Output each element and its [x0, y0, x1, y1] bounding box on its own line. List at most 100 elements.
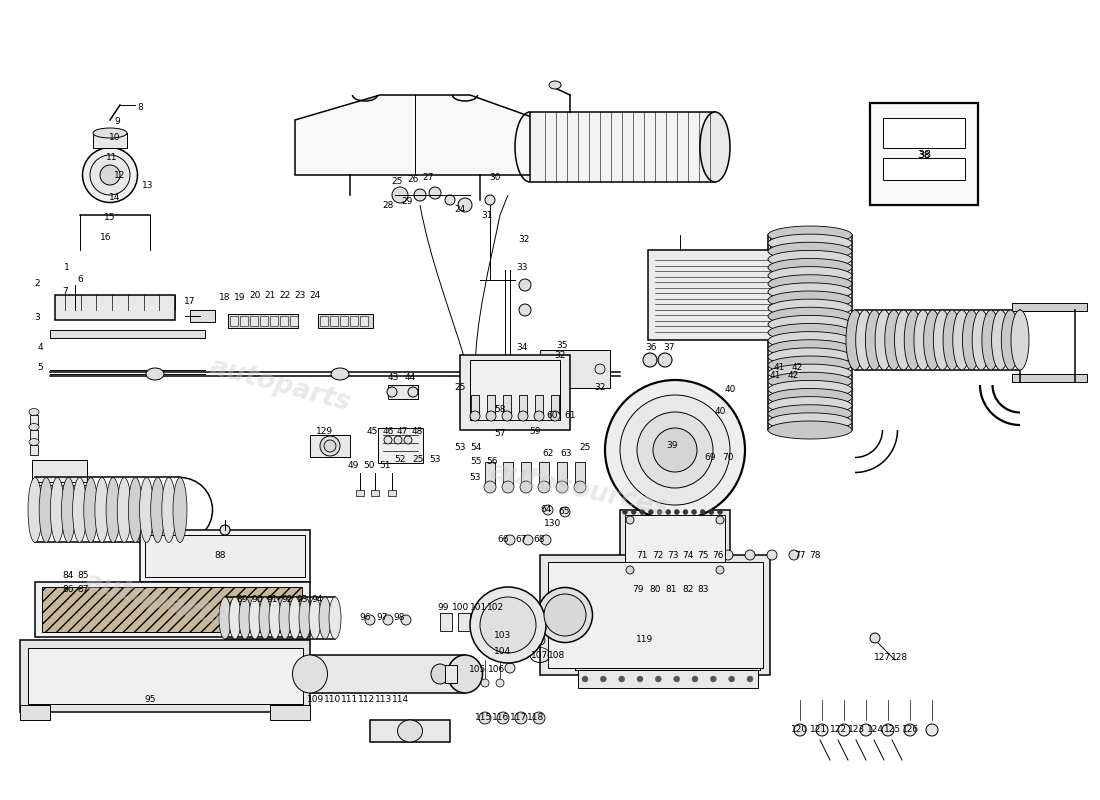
- Bar: [460, 355, 570, 430]
- Bar: [503, 462, 513, 484]
- Text: 1: 1: [64, 263, 70, 273]
- Text: 113: 113: [375, 695, 393, 705]
- Ellipse shape: [239, 597, 251, 639]
- Circle shape: [623, 510, 627, 514]
- Text: 26: 26: [407, 175, 419, 185]
- Text: 106: 106: [488, 666, 506, 674]
- Text: 118: 118: [527, 714, 544, 722]
- Ellipse shape: [151, 478, 165, 542]
- Circle shape: [502, 481, 514, 493]
- Circle shape: [644, 353, 657, 367]
- Text: 25: 25: [412, 455, 424, 465]
- Ellipse shape: [768, 340, 852, 358]
- Text: 128: 128: [891, 654, 909, 662]
- Bar: [340, 316, 348, 326]
- Ellipse shape: [768, 397, 852, 414]
- Text: 76: 76: [713, 550, 724, 559]
- Circle shape: [520, 635, 530, 645]
- Text: 60: 60: [547, 410, 558, 419]
- Text: 44: 44: [405, 374, 416, 382]
- Circle shape: [674, 510, 680, 514]
- Text: 12: 12: [114, 170, 125, 179]
- Circle shape: [728, 676, 735, 682]
- Ellipse shape: [90, 155, 130, 195]
- Text: 87: 87: [77, 586, 89, 594]
- Ellipse shape: [28, 478, 42, 542]
- Circle shape: [904, 724, 916, 736]
- Text: 41: 41: [769, 370, 781, 379]
- Circle shape: [484, 481, 496, 493]
- Bar: [883, 118, 965, 148]
- Circle shape: [745, 550, 755, 560]
- Text: 121: 121: [811, 726, 827, 734]
- Bar: [487, 395, 495, 415]
- Text: 112: 112: [359, 695, 375, 705]
- Circle shape: [429, 187, 441, 199]
- Ellipse shape: [768, 250, 852, 268]
- Circle shape: [556, 481, 568, 493]
- Bar: [250, 316, 258, 326]
- Text: 110: 110: [324, 695, 342, 705]
- Circle shape: [470, 587, 546, 663]
- Bar: [485, 462, 495, 484]
- Bar: [260, 316, 268, 326]
- Circle shape: [365, 615, 375, 625]
- Circle shape: [560, 507, 570, 517]
- Circle shape: [582, 676, 588, 682]
- Text: 57: 57: [494, 429, 506, 438]
- Text: 23: 23: [295, 290, 306, 299]
- Text: 6: 6: [77, 275, 82, 285]
- Ellipse shape: [768, 323, 852, 342]
- Text: 32: 32: [594, 383, 606, 393]
- Ellipse shape: [846, 310, 864, 370]
- Text: 9: 9: [114, 118, 120, 126]
- Text: autoparts: autoparts: [81, 569, 229, 631]
- Text: 2: 2: [34, 278, 40, 287]
- Text: 38: 38: [917, 150, 931, 160]
- Circle shape: [701, 585, 711, 595]
- Text: 89: 89: [236, 595, 248, 605]
- Ellipse shape: [914, 310, 932, 370]
- Bar: [32, 460, 87, 482]
- Bar: [494, 613, 506, 631]
- Ellipse shape: [94, 128, 126, 138]
- Circle shape: [486, 411, 496, 421]
- Bar: [140, 530, 310, 582]
- Text: 31: 31: [482, 210, 493, 219]
- Text: 32: 32: [518, 235, 530, 245]
- Text: 86: 86: [63, 586, 74, 594]
- Text: 25: 25: [454, 383, 465, 393]
- Circle shape: [716, 566, 724, 574]
- Text: 52: 52: [394, 455, 406, 465]
- Ellipse shape: [309, 597, 321, 639]
- Ellipse shape: [289, 597, 301, 639]
- Circle shape: [666, 510, 671, 514]
- Text: 21: 21: [264, 290, 276, 299]
- Circle shape: [626, 516, 634, 524]
- Bar: [145, 535, 305, 577]
- Circle shape: [446, 195, 455, 205]
- Circle shape: [657, 550, 667, 560]
- Text: 127: 127: [874, 654, 892, 662]
- Text: 93: 93: [296, 595, 308, 605]
- Ellipse shape: [140, 478, 154, 542]
- Ellipse shape: [538, 587, 593, 642]
- Circle shape: [723, 550, 733, 560]
- Ellipse shape: [29, 409, 38, 415]
- Bar: [388, 385, 418, 399]
- Text: 19: 19: [234, 294, 245, 302]
- Ellipse shape: [982, 310, 1000, 370]
- Ellipse shape: [953, 310, 971, 370]
- Circle shape: [926, 724, 938, 736]
- Circle shape: [595, 364, 605, 374]
- Circle shape: [534, 411, 544, 421]
- Ellipse shape: [249, 597, 261, 639]
- Text: 80: 80: [649, 586, 661, 594]
- Circle shape: [656, 676, 661, 682]
- Circle shape: [618, 676, 625, 682]
- Text: 32: 32: [554, 350, 565, 359]
- Circle shape: [535, 635, 544, 645]
- Ellipse shape: [991, 310, 1010, 370]
- Bar: [230, 316, 238, 326]
- Circle shape: [747, 676, 754, 682]
